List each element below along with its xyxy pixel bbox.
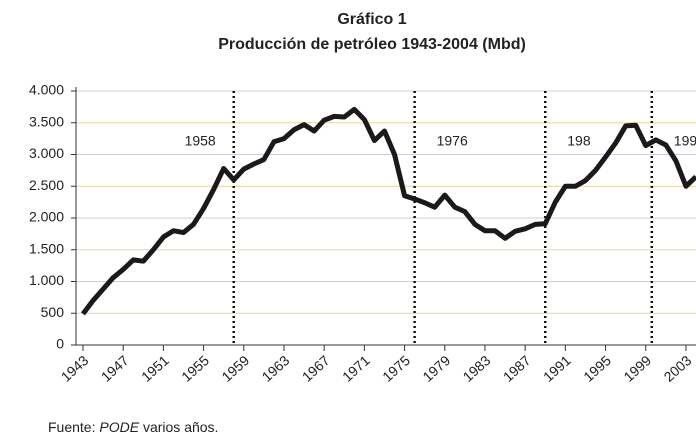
source-italic: PODE bbox=[99, 419, 139, 435]
y-tick-label: 1.500 bbox=[29, 240, 64, 256]
annotation-label: 1999 bbox=[674, 133, 696, 149]
source-suffix: varios años. bbox=[143, 419, 218, 435]
y-tick-label: 2.000 bbox=[29, 209, 64, 225]
annotation-label: 1976 bbox=[437, 133, 468, 149]
line-series bbox=[81, 106, 696, 316]
x-tick-label: 1943 bbox=[58, 352, 92, 385]
x-tick-label: 1971 bbox=[339, 352, 373, 385]
y-tick-label: 3.500 bbox=[29, 113, 64, 129]
x-tick-label: 1975 bbox=[379, 352, 413, 385]
x-tick-label: 1967 bbox=[299, 352, 333, 385]
x-tick-label: 1991 bbox=[540, 352, 574, 385]
x-tick-label: 1983 bbox=[460, 352, 494, 385]
annotation-label: 198 bbox=[567, 133, 591, 149]
y-tick-label: 1.000 bbox=[29, 272, 64, 288]
x-tick-label: 1987 bbox=[500, 352, 534, 385]
x-tick-label: 1995 bbox=[580, 352, 614, 385]
y-tick-label: 2.500 bbox=[29, 177, 64, 193]
x-tick-label: 1999 bbox=[620, 352, 654, 385]
x-tick-label: 2003 bbox=[661, 352, 695, 385]
annotation-label: 1958 bbox=[185, 133, 216, 149]
source-prefix: Fuente: bbox=[48, 419, 95, 435]
y-tick-label: 3.000 bbox=[29, 145, 64, 161]
x-tick-label: 1947 bbox=[98, 352, 132, 385]
y-tick-label: 500 bbox=[41, 304, 65, 320]
y-tick-label: 0 bbox=[56, 336, 64, 352]
source-note: Fuente: PODE varios años. bbox=[48, 419, 218, 435]
chart-subtitle: Producción de petróleo 1943-2004 (Mbd) bbox=[218, 36, 526, 53]
x-tick-label: 1959 bbox=[218, 352, 252, 385]
x-tick-label: 1979 bbox=[419, 352, 453, 385]
x-tick-label: 1963 bbox=[259, 352, 293, 385]
chart-title: Gráfico 1 bbox=[337, 11, 406, 28]
y-tick-label: 4.000 bbox=[29, 82, 64, 98]
x-tick-label: 1951 bbox=[138, 352, 172, 385]
x-tick-label: 1955 bbox=[178, 352, 212, 385]
